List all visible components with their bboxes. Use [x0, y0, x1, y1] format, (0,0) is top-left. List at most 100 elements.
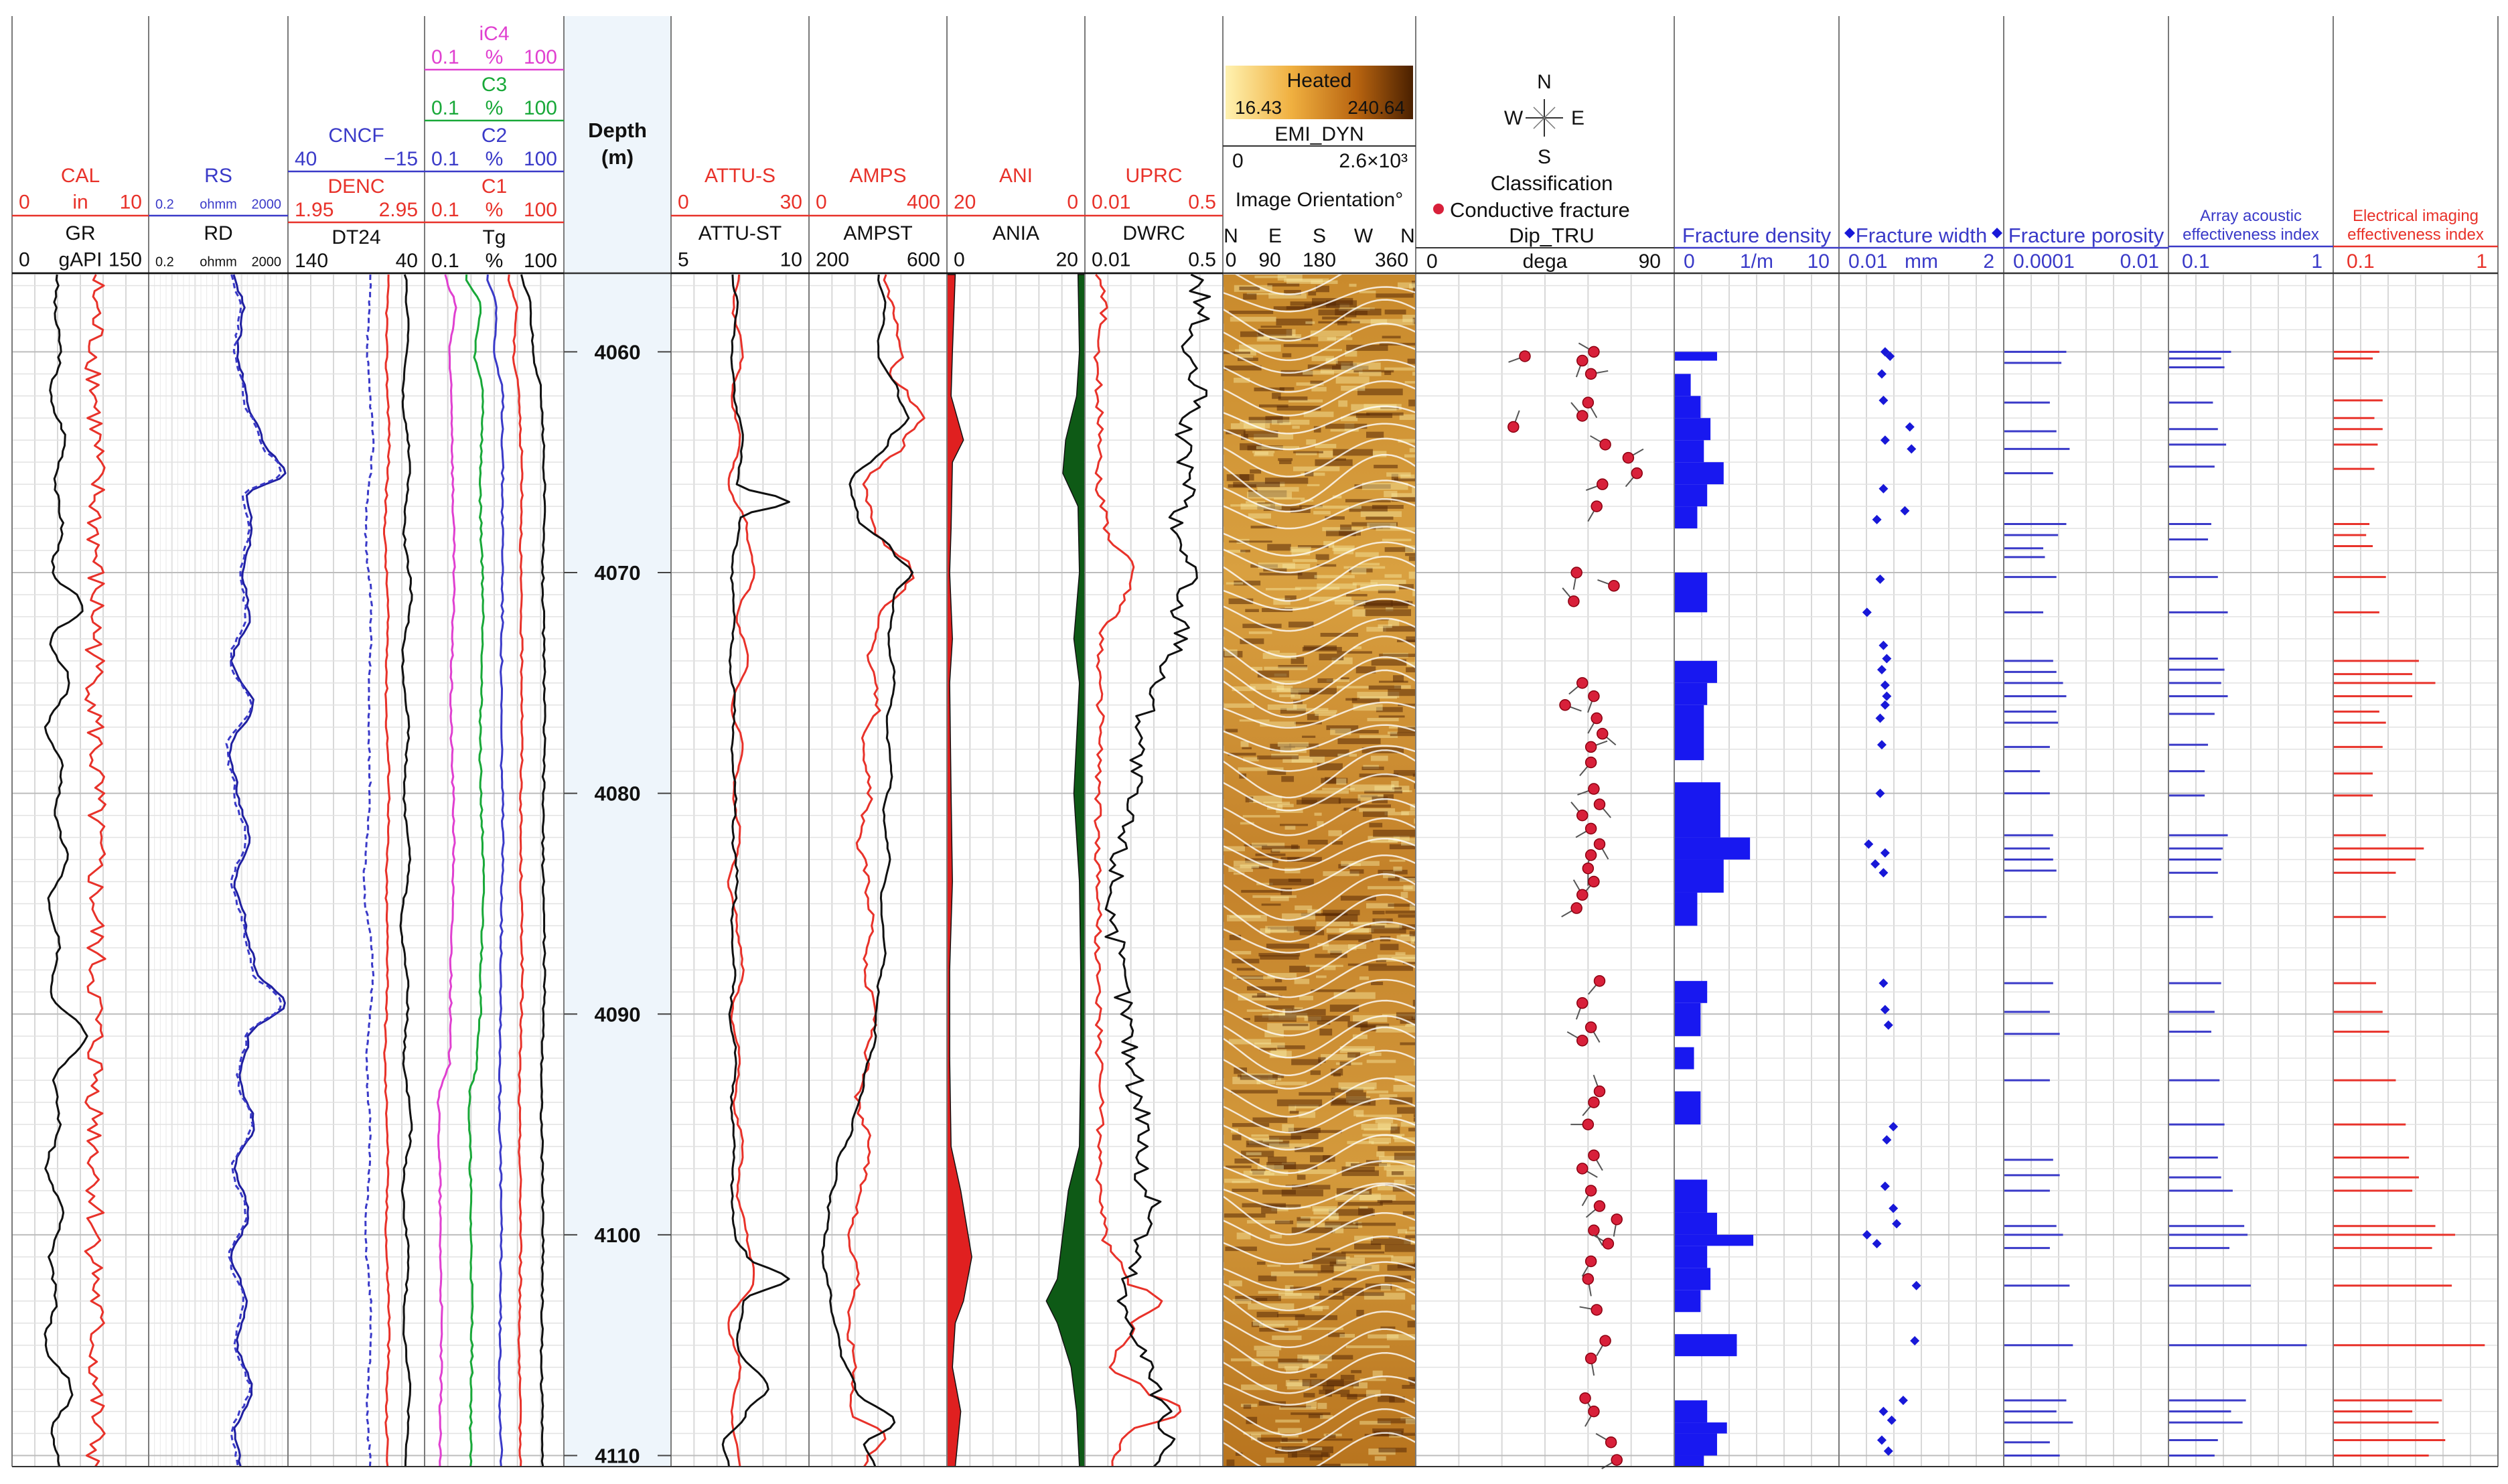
image-speckle	[1260, 928, 1270, 934]
image-speckle	[1331, 1068, 1343, 1075]
image-speckle	[1265, 925, 1295, 934]
header-min: 0	[1684, 250, 1695, 273]
image-speckle	[1380, 944, 1399, 950]
image-speckle	[1312, 1206, 1337, 1211]
image-speckle	[1319, 1355, 1353, 1360]
image-speckle	[1370, 579, 1406, 585]
image-speckle	[1267, 704, 1297, 710]
image-speckle	[1336, 1257, 1366, 1264]
image-speckle	[1311, 280, 1338, 285]
image-speckle	[1252, 1117, 1288, 1123]
image-speckle	[1313, 511, 1331, 515]
image-speckle	[1248, 1303, 1295, 1310]
image-speckle	[1274, 498, 1305, 500]
orientation-value: 90	[1258, 249, 1280, 271]
image-speckle	[1335, 376, 1370, 384]
image-speckle	[1341, 1087, 1375, 1090]
width-point	[1910, 1336, 1920, 1346]
image-speckle	[1314, 812, 1322, 816]
header-name-attu-st: ATTU-ST	[698, 222, 782, 244]
width-point	[1882, 654, 1892, 664]
density-block	[1674, 660, 1717, 683]
image-speckle	[1246, 293, 1286, 295]
image-speckle	[1256, 1311, 1278, 1318]
image-speckle	[1352, 1034, 1368, 1039]
width-point	[1898, 1396, 1908, 1406]
image-speckle	[1290, 546, 1311, 552]
image-speckle	[1361, 766, 1384, 771]
image-speckle	[1394, 1075, 1416, 1082]
orientation-value: 180	[1303, 249, 1336, 271]
image-speckle	[1409, 931, 1416, 937]
image-speckle	[1269, 1051, 1292, 1058]
width-point	[1872, 514, 1882, 524]
header-name: Fracture density	[1682, 224, 1832, 247]
dip-point	[1582, 1273, 1595, 1285]
image-speckle	[1355, 1222, 1396, 1226]
width-point	[1872, 1239, 1882, 1249]
header-min: 0.1	[2182, 250, 2210, 273]
image-speckle	[1240, 864, 1259, 869]
image-speckle	[1246, 986, 1287, 991]
image-speckle	[1387, 731, 1398, 735]
image-speckle	[1341, 1048, 1374, 1051]
dip-point	[1579, 1392, 1591, 1404]
image-speckle	[1392, 787, 1402, 790]
image-speckle	[1272, 392, 1281, 399]
width-point	[1878, 868, 1889, 878]
image-speckle	[1224, 352, 1250, 354]
image-speckle	[1410, 804, 1416, 811]
image-speckle	[1359, 290, 1376, 293]
image-speckle	[1315, 712, 1336, 717]
image-speckle	[1359, 563, 1380, 566]
image-speckle	[1257, 755, 1299, 760]
image-speckle	[1314, 575, 1355, 579]
dip-point	[1576, 1163, 1589, 1175]
image-speckle	[1371, 659, 1407, 666]
image-speckle	[1257, 1165, 1284, 1170]
image-speckle	[1238, 767, 1284, 771]
image-speckle	[1359, 804, 1392, 808]
image-speckle	[1260, 325, 1282, 328]
image-speckle	[1243, 1431, 1280, 1435]
header-max: 2.95	[379, 199, 418, 221]
dip-point	[1584, 1185, 1597, 1197]
header-unit: mm	[1905, 250, 1938, 273]
header-min: 140	[295, 250, 328, 272]
image-speckle	[1408, 399, 1416, 406]
width-point	[1864, 839, 1874, 849]
image-speckle	[1333, 1287, 1364, 1293]
image-speckle	[1394, 478, 1416, 481]
image-speckle	[1341, 1166, 1375, 1172]
image-speckle	[1351, 698, 1380, 703]
image-speckle	[1341, 1170, 1379, 1177]
image-sinusoid	[1222, 1394, 1416, 1436]
image-speckle	[1389, 844, 1416, 850]
header-min: 0	[678, 192, 689, 214]
image-speckle	[1317, 1402, 1327, 1409]
image-sinusoid	[1222, 1134, 1416, 1175]
image-speckle	[1335, 729, 1379, 734]
image-speckle	[1378, 1395, 1395, 1402]
header-name-amps: AMPS	[849, 165, 906, 187]
image-speckle	[1354, 1243, 1382, 1250]
image-speckle	[1280, 747, 1307, 753]
image-speckle	[1341, 1251, 1385, 1254]
dip-min: 0	[1426, 250, 1438, 273]
image-speckle	[1301, 913, 1343, 916]
depth-title: Depth	[588, 119, 647, 142]
curve-dwrc	[1104, 273, 1211, 1468]
image-speckle	[1364, 790, 1402, 794]
curve-ic4	[437, 274, 457, 1467]
density-block	[1674, 484, 1708, 507]
image-sinusoid	[1222, 617, 1416, 658]
width-point	[1878, 1406, 1889, 1416]
image-speckle	[1290, 1412, 1331, 1415]
header-name-line2: effectiveness index	[2347, 226, 2484, 244]
image-speckle	[1366, 431, 1384, 438]
image-sinusoid	[1222, 541, 1416, 574]
image-speckle	[1308, 1414, 1323, 1418]
image-speckle	[1326, 300, 1357, 308]
image-speckle	[1399, 414, 1416, 421]
image-speckle	[1366, 516, 1394, 520]
